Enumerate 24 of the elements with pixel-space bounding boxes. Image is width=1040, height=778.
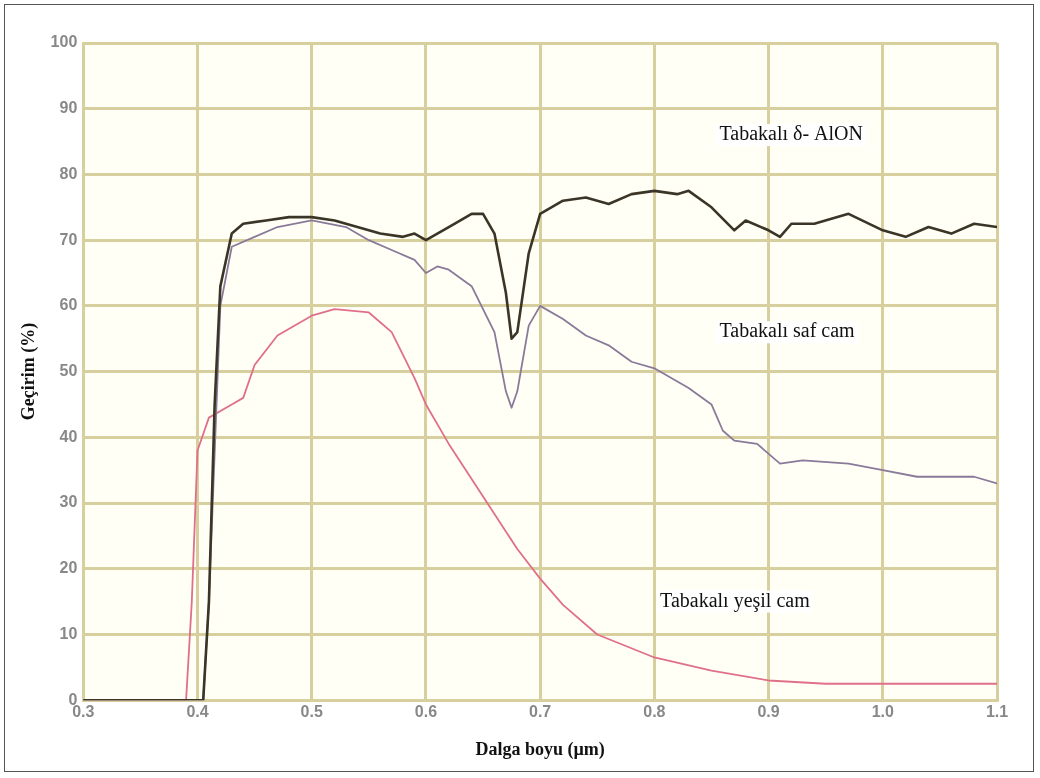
x-tick-label: 0.9 — [757, 703, 780, 721]
y-tick-label: 10 — [59, 624, 78, 642]
y-tick-label: 90 — [59, 99, 78, 117]
y-tick-label: 80 — [59, 164, 78, 182]
x-tick-label: 0.8 — [643, 703, 666, 721]
x-axis-title: Dalga boyu (µm) — [475, 738, 605, 760]
x-tick-label: 1.1 — [985, 703, 1009, 721]
y-tick-label: 20 — [59, 559, 78, 577]
x-tick-label: 0.3 — [72, 703, 95, 721]
y-tick-label: 70 — [59, 230, 78, 248]
y-tick-label: 100 — [50, 33, 78, 51]
x-tick-label: 1.0 — [871, 703, 895, 721]
text: Tabakalı δ- AlON — [719, 122, 864, 145]
y-axis-title: Geçirim (%) — [18, 322, 40, 421]
y-tick-label: 60 — [59, 296, 78, 314]
text: Tabakalı saf cam — [719, 319, 856, 342]
x-tick-label: 0.5 — [300, 703, 323, 721]
x-tick-label: 0.7 — [529, 703, 552, 721]
y-tick-label: 30 — [59, 493, 78, 511]
y-tick-label: 40 — [59, 427, 78, 445]
x-tick-label: 0.6 — [414, 703, 438, 721]
text: Tabakalı yeşil cam — [660, 588, 811, 612]
y-tick-label: 50 — [59, 362, 78, 380]
x-tick-label: 0.4 — [186, 703, 209, 721]
